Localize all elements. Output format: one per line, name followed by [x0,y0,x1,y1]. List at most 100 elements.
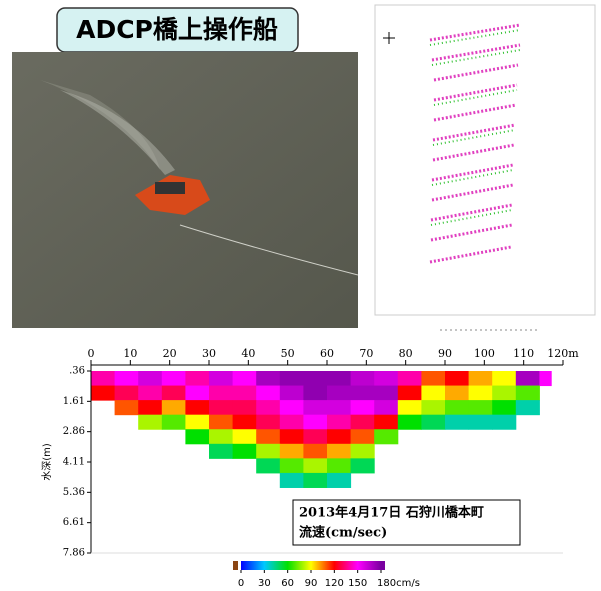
heat-cell [469,371,493,386]
heat-cell [539,371,551,386]
heat-cell [445,386,469,401]
heat-cell [492,400,516,415]
heat-cell [280,444,304,459]
heat-cell [256,429,280,444]
heat-cell [233,415,257,430]
colorbar-label: 120 [325,578,344,589]
y-tick-label: 1.61 [63,396,85,407]
y-tick-label: 5.36 [63,487,85,498]
x-tick-label: 100 [474,347,495,360]
heat-cell [209,371,233,386]
heat-cell [209,429,233,444]
x-tick-label: 50 [281,347,295,360]
colorbar-end [381,561,385,570]
y-axis-label: 水深(m) [41,443,53,481]
heat-cell [115,371,139,386]
heat-cell [256,415,280,430]
heat-cell [303,400,327,415]
heat-cell [303,415,327,430]
heat-cell [256,386,280,401]
heat-cell [516,386,540,401]
heat-cell [233,444,257,459]
heat-cell [256,444,280,459]
x-tick-label: 80 [399,347,413,360]
heat-cell [162,371,186,386]
heat-cell [516,371,540,386]
heat-cell [492,386,516,401]
page: ADCP橋上操作船 0102030405060708090100110120m.… [0,0,601,591]
heat-cell [162,400,186,415]
heat-cell [209,444,233,459]
heat-cell [492,371,516,386]
heat-cell [327,386,351,401]
colorbar-label: 30 [258,578,271,589]
heat-cell [115,400,139,415]
heat-cell [209,415,233,430]
heat-cell [162,386,186,401]
heat-cell [516,400,540,415]
heat-cell [209,400,233,415]
heat-cell [138,415,162,430]
heat-cell [351,386,375,401]
annotation-unit: 流速(cm/sec) [299,525,387,541]
x-tick-label: 90 [438,347,452,360]
heat-cell [351,458,375,473]
heat-cell [327,444,351,459]
x-tick-label: 120m [547,347,579,360]
heat-cell [469,400,493,415]
x-tick-label: 20 [163,347,177,360]
heat-cell [303,429,327,444]
heat-cell [398,386,422,401]
heat-cell [209,386,233,401]
colorbar [241,561,381,570]
heat-cell [327,415,351,430]
x-tick-label: 60 [320,347,334,360]
heat-cell [421,400,445,415]
colorbar-label: 90 [305,578,318,589]
heat-cell [374,429,398,444]
heat-cell [351,400,375,415]
title: ADCP橋上操作船 [76,15,278,44]
heat-cell [351,415,375,430]
heat-cell [351,444,375,459]
x-tick-label: 30 [202,347,216,360]
heat-cell [398,415,422,430]
heat-cell [280,473,304,488]
heat-cell [233,400,257,415]
x-tick-label: 0 [88,347,95,360]
heat-cell [303,386,327,401]
heat-cell [138,400,162,415]
heat-cell [91,371,115,386]
colorbar-end [233,561,238,570]
heat-cell [421,415,445,430]
heat-cell [115,386,139,401]
photo [12,52,358,328]
heat-cell [185,429,209,444]
colorbar-label: 180cm/s [377,578,420,589]
heat-cell [233,429,257,444]
colorbar-label: 150 [348,578,367,589]
heat-cell [303,371,327,386]
heat-cell [327,473,351,488]
heat-cell [398,400,422,415]
heat-cell [91,386,115,401]
heat-cell [185,386,209,401]
heat-cell [327,429,351,444]
heat-cell [445,415,469,430]
heat-cell [138,371,162,386]
heat-cell [351,429,375,444]
heat-cell [445,371,469,386]
heat-cell [280,386,304,401]
heat-cell [280,371,304,386]
heat-cell [138,386,162,401]
heat-cell [280,400,304,415]
annotation-date: 2013年4月17日 石狩川橋本町 [299,505,484,521]
heat-cell [256,458,280,473]
vector-plot [375,5,595,330]
heat-cell [351,371,375,386]
heat-cell [492,415,516,430]
x-tick-label: 40 [241,347,255,360]
y-tick-label: 4.11 [63,457,85,468]
y-tick-label: 2.86 [63,426,85,437]
